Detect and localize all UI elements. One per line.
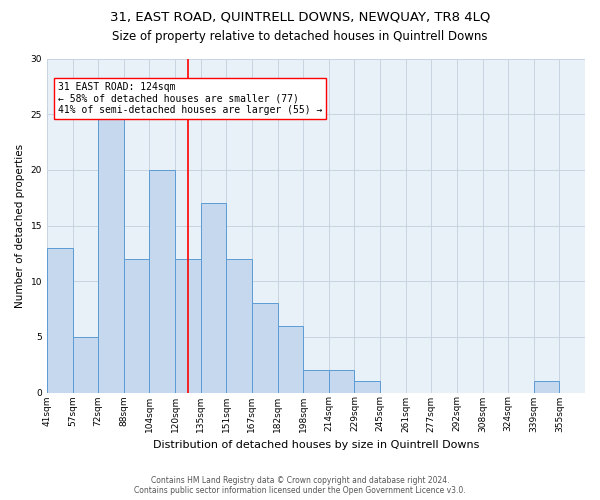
Bar xyxy=(124,259,149,392)
Bar xyxy=(200,203,226,392)
Y-axis label: Number of detached properties: Number of detached properties xyxy=(15,144,25,308)
Bar xyxy=(175,259,200,392)
Bar xyxy=(73,337,98,392)
Bar xyxy=(98,114,124,392)
Bar xyxy=(534,382,559,392)
Text: Size of property relative to detached houses in Quintrell Downs: Size of property relative to detached ho… xyxy=(112,30,488,43)
Text: 31, EAST ROAD, QUINTRELL DOWNS, NEWQUAY, TR8 4LQ: 31, EAST ROAD, QUINTRELL DOWNS, NEWQUAY,… xyxy=(110,10,490,23)
Bar xyxy=(226,259,252,392)
Bar xyxy=(303,370,329,392)
Bar xyxy=(149,170,175,392)
Bar xyxy=(329,370,355,392)
Bar xyxy=(47,248,73,392)
Bar xyxy=(355,382,380,392)
Bar xyxy=(278,326,303,392)
Text: Contains HM Land Registry data © Crown copyright and database right 2024.
Contai: Contains HM Land Registry data © Crown c… xyxy=(134,476,466,495)
Text: 31 EAST ROAD: 124sqm
← 58% of detached houses are smaller (77)
41% of semi-detac: 31 EAST ROAD: 124sqm ← 58% of detached h… xyxy=(58,82,322,115)
Bar xyxy=(252,304,278,392)
X-axis label: Distribution of detached houses by size in Quintrell Downs: Distribution of detached houses by size … xyxy=(153,440,479,450)
